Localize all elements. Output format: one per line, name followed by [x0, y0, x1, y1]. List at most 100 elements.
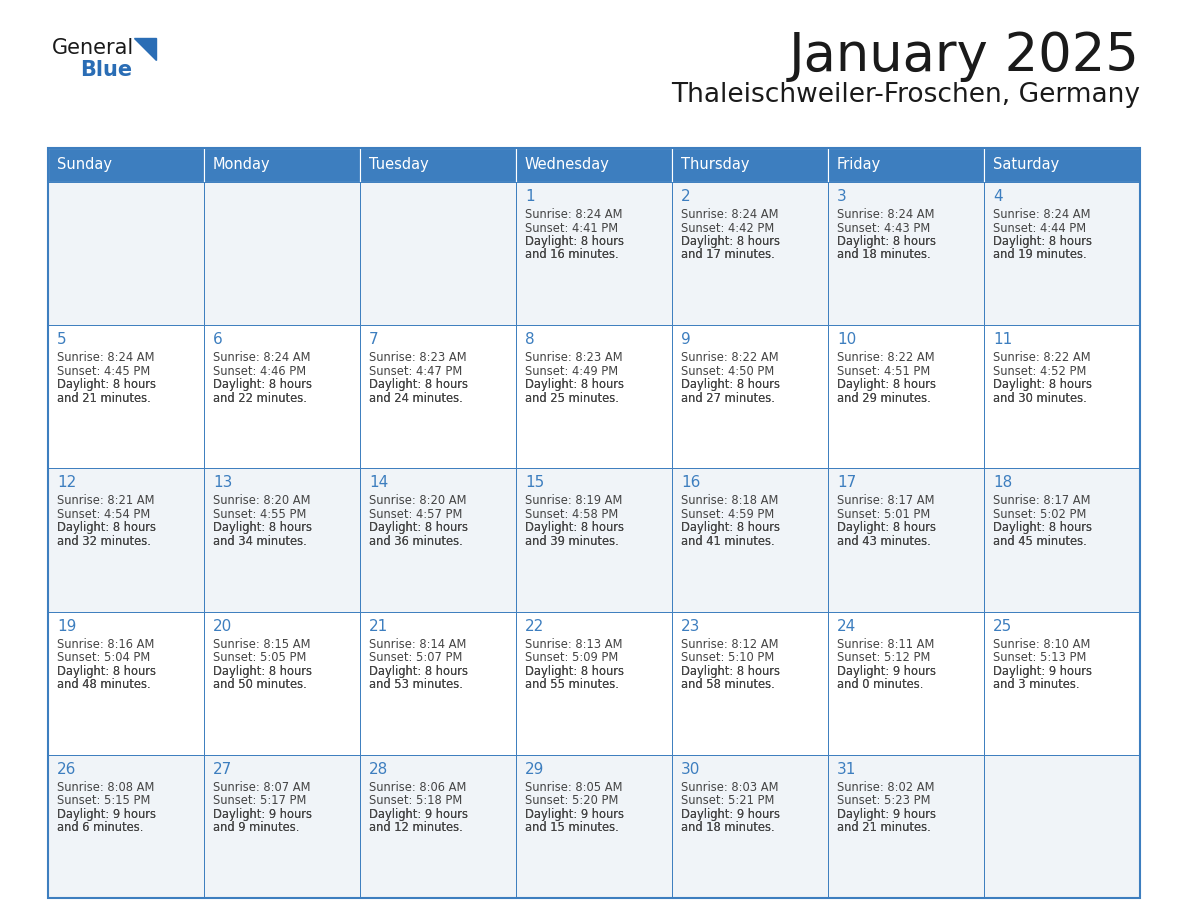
Text: Sunrise: 8:24 AM: Sunrise: 8:24 AM	[57, 352, 154, 364]
Text: Daylight: 9 hours: Daylight: 9 hours	[838, 808, 936, 821]
Text: 9: 9	[681, 332, 690, 347]
Text: Sunrise: 8:23 AM: Sunrise: 8:23 AM	[525, 352, 623, 364]
Text: and 6 minutes.: and 6 minutes.	[57, 822, 144, 834]
Text: Sunrise: 8:24 AM: Sunrise: 8:24 AM	[525, 208, 623, 221]
Text: and 3 minutes.: and 3 minutes.	[993, 678, 1080, 691]
Text: Daylight: 8 hours: Daylight: 8 hours	[57, 521, 156, 534]
Text: Daylight: 8 hours: Daylight: 8 hours	[681, 521, 781, 534]
Text: and 25 minutes.: and 25 minutes.	[525, 392, 619, 405]
Text: Wednesday: Wednesday	[525, 157, 609, 172]
Text: Sunset: 4:45 PM: Sunset: 4:45 PM	[57, 364, 150, 377]
Text: Sunset: 5:05 PM: Sunset: 5:05 PM	[213, 651, 307, 664]
Text: and 58 minutes.: and 58 minutes.	[681, 678, 775, 691]
Text: and 55 minutes.: and 55 minutes.	[525, 678, 619, 691]
Bar	[828, 755, 984, 898]
Text: Sunset: 4:46 PM: Sunset: 4:46 PM	[213, 364, 307, 377]
Text: 24: 24	[838, 619, 857, 633]
Text: Daylight: 8 hours: Daylight: 8 hours	[993, 521, 1092, 534]
Text: Daylight: 8 hours: Daylight: 8 hours	[369, 665, 468, 677]
Bar	[360, 182, 516, 325]
Text: 8: 8	[525, 332, 535, 347]
Text: Sunrise: 8:16 AM: Sunrise: 8:16 AM	[57, 638, 154, 651]
Text: Sunset: 5:10 PM: Sunset: 5:10 PM	[681, 651, 775, 664]
Text: Sunset: 4:50 PM: Sunset: 4:50 PM	[681, 364, 775, 377]
Text: Sunset: 5:17 PM: Sunset: 5:17 PM	[213, 794, 307, 807]
Text: 26: 26	[57, 762, 76, 777]
Text: Daylight: 9 hours: Daylight: 9 hours	[369, 808, 468, 821]
Text: and 50 minutes.: and 50 minutes.	[213, 678, 307, 691]
Text: Daylight: 8 hours: Daylight: 8 hours	[369, 378, 468, 391]
Bar	[984, 182, 1140, 325]
Text: Daylight: 9 hours: Daylight: 9 hours	[525, 808, 624, 821]
Text: Sunrise: 8:17 AM: Sunrise: 8:17 AM	[838, 495, 935, 508]
Text: and 43 minutes.: and 43 minutes.	[838, 535, 930, 548]
Text: and 27 minutes.: and 27 minutes.	[681, 392, 775, 405]
Text: Sunrise: 8:10 AM: Sunrise: 8:10 AM	[993, 638, 1091, 651]
Text: and 15 minutes.: and 15 minutes.	[525, 822, 619, 834]
Text: Sunrise: 8:18 AM: Sunrise: 8:18 AM	[681, 495, 778, 508]
Text: Sunset: 5:13 PM: Sunset: 5:13 PM	[993, 651, 1086, 664]
Text: Tuesday: Tuesday	[369, 157, 429, 172]
Bar	[984, 611, 1140, 755]
Text: Daylight: 8 hours: Daylight: 8 hours	[213, 665, 312, 677]
Bar	[48, 148, 1140, 898]
Text: and 45 minutes.: and 45 minutes.	[993, 535, 1087, 548]
Text: Sunset: 5:23 PM: Sunset: 5:23 PM	[838, 794, 930, 807]
Text: and 0 minutes.: and 0 minutes.	[838, 678, 923, 691]
Text: and 19 minutes.: and 19 minutes.	[993, 249, 1087, 262]
Text: Daylight: 9 hours: Daylight: 9 hours	[57, 808, 156, 821]
Text: Daylight: 8 hours: Daylight: 8 hours	[369, 378, 468, 391]
Text: Daylight: 9 hours: Daylight: 9 hours	[681, 808, 781, 821]
Polygon shape	[134, 38, 156, 60]
Text: Daylight: 8 hours: Daylight: 8 hours	[57, 378, 156, 391]
Text: and 32 minutes.: and 32 minutes.	[57, 535, 151, 548]
Text: and 30 minutes.: and 30 minutes.	[993, 392, 1087, 405]
Text: General: General	[52, 38, 134, 58]
Text: 19: 19	[57, 619, 76, 633]
Text: 4: 4	[993, 189, 1003, 204]
Text: 28: 28	[369, 762, 388, 777]
Text: Sunset: 4:51 PM: Sunset: 4:51 PM	[838, 364, 930, 377]
Text: 29: 29	[525, 762, 544, 777]
Text: Daylight: 9 hours: Daylight: 9 hours	[838, 665, 936, 677]
Text: Sunset: 4:41 PM: Sunset: 4:41 PM	[525, 221, 618, 234]
Text: 20: 20	[213, 619, 232, 633]
Text: Sunset: 5:15 PM: Sunset: 5:15 PM	[57, 794, 151, 807]
Bar	[672, 755, 828, 898]
Text: Daylight: 8 hours: Daylight: 8 hours	[993, 235, 1092, 248]
Text: and 39 minutes.: and 39 minutes.	[525, 535, 619, 548]
Text: Sunrise: 8:20 AM: Sunrise: 8:20 AM	[369, 495, 467, 508]
Text: Thaleischweiler-Froschen, Germany: Thaleischweiler-Froschen, Germany	[671, 82, 1140, 108]
Bar	[204, 611, 360, 755]
Text: Sunset: 5:21 PM: Sunset: 5:21 PM	[681, 794, 775, 807]
Text: and 41 minutes.: and 41 minutes.	[681, 535, 775, 548]
Text: and 53 minutes.: and 53 minutes.	[369, 678, 463, 691]
Text: and 36 minutes.: and 36 minutes.	[369, 535, 463, 548]
Text: Sunrise: 8:23 AM: Sunrise: 8:23 AM	[369, 352, 467, 364]
Text: Sunset: 5:09 PM: Sunset: 5:09 PM	[525, 651, 618, 664]
Text: Sunrise: 8:14 AM: Sunrise: 8:14 AM	[369, 638, 467, 651]
Text: Daylight: 8 hours: Daylight: 8 hours	[525, 378, 624, 391]
Bar	[48, 182, 204, 325]
Text: and 22 minutes.: and 22 minutes.	[213, 392, 307, 405]
Text: and 34 minutes.: and 34 minutes.	[213, 535, 307, 548]
Text: Daylight: 8 hours: Daylight: 8 hours	[838, 521, 936, 534]
Text: and 50 minutes.: and 50 minutes.	[213, 678, 307, 691]
Bar	[360, 148, 516, 182]
Text: Sunrise: 8:22 AM: Sunrise: 8:22 AM	[838, 352, 935, 364]
Text: Sunrise: 8:03 AM: Sunrise: 8:03 AM	[681, 781, 778, 794]
Text: and 30 minutes.: and 30 minutes.	[993, 392, 1087, 405]
Text: Sunset: 4:47 PM: Sunset: 4:47 PM	[369, 364, 462, 377]
Text: Sunrise: 8:06 AM: Sunrise: 8:06 AM	[369, 781, 467, 794]
Text: Sunset: 5:04 PM: Sunset: 5:04 PM	[57, 651, 150, 664]
Text: and 55 minutes.: and 55 minutes.	[525, 678, 619, 691]
Text: Friday: Friday	[838, 157, 881, 172]
Text: Sunrise: 8:24 AM: Sunrise: 8:24 AM	[681, 208, 778, 221]
Text: and 18 minutes.: and 18 minutes.	[838, 249, 930, 262]
Text: and 21 minutes.: and 21 minutes.	[838, 822, 930, 834]
Text: 5: 5	[57, 332, 67, 347]
Text: 3: 3	[838, 189, 847, 204]
Text: Sunrise: 8:05 AM: Sunrise: 8:05 AM	[525, 781, 623, 794]
Bar	[516, 468, 672, 611]
Text: 18: 18	[993, 476, 1012, 490]
